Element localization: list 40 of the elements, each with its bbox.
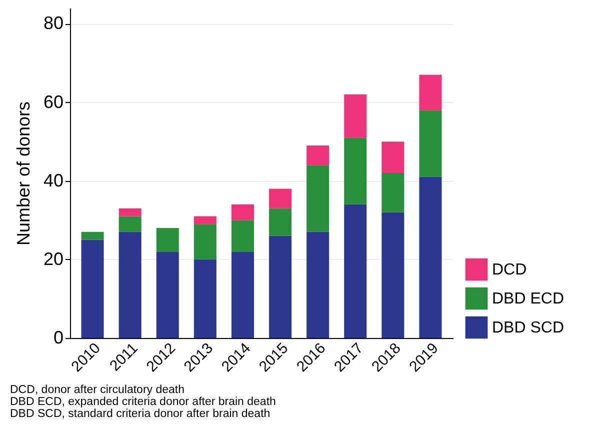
y-tick-label: 20 xyxy=(43,248,64,269)
bar xyxy=(306,232,330,338)
bar xyxy=(269,188,292,208)
bar xyxy=(419,110,442,177)
bar xyxy=(269,208,292,236)
bar xyxy=(419,74,442,110)
legend-label: DBD ECD xyxy=(492,290,564,308)
y-tick-label: 40 xyxy=(43,170,64,190)
bar xyxy=(382,142,404,173)
bar xyxy=(118,216,142,232)
bar xyxy=(194,216,216,224)
bar xyxy=(306,165,330,232)
bar xyxy=(118,208,142,216)
y-axis-title: Number of donors xyxy=(13,101,34,246)
bar xyxy=(344,138,367,204)
bar xyxy=(156,228,179,252)
bar xyxy=(231,204,254,220)
legend-label: DCD xyxy=(492,262,527,278)
bar xyxy=(306,146,330,166)
bar xyxy=(194,259,216,338)
legend-label: DBD SCD xyxy=(492,320,564,336)
bar xyxy=(231,252,254,338)
text: DCD, donor after circulatory death xyxy=(10,384,184,396)
bar xyxy=(156,252,179,338)
text: DBD ECD, expanded criteria donor after brain death xyxy=(10,396,276,408)
bar xyxy=(231,220,254,252)
bar xyxy=(344,94,367,138)
bar xyxy=(81,240,104,338)
bar xyxy=(382,212,404,338)
y-tick-label: 0 xyxy=(53,328,64,348)
bar xyxy=(118,232,142,338)
bar xyxy=(194,224,216,260)
bar xyxy=(81,232,104,240)
bar xyxy=(419,176,442,338)
text: DBD SCD, standard criteria donor after brain death xyxy=(10,408,270,420)
bar xyxy=(344,204,367,338)
bar xyxy=(382,173,404,212)
y-tick-label: 60 xyxy=(43,92,64,112)
y-tick-label: 80 xyxy=(43,13,64,34)
bar xyxy=(269,236,292,338)
